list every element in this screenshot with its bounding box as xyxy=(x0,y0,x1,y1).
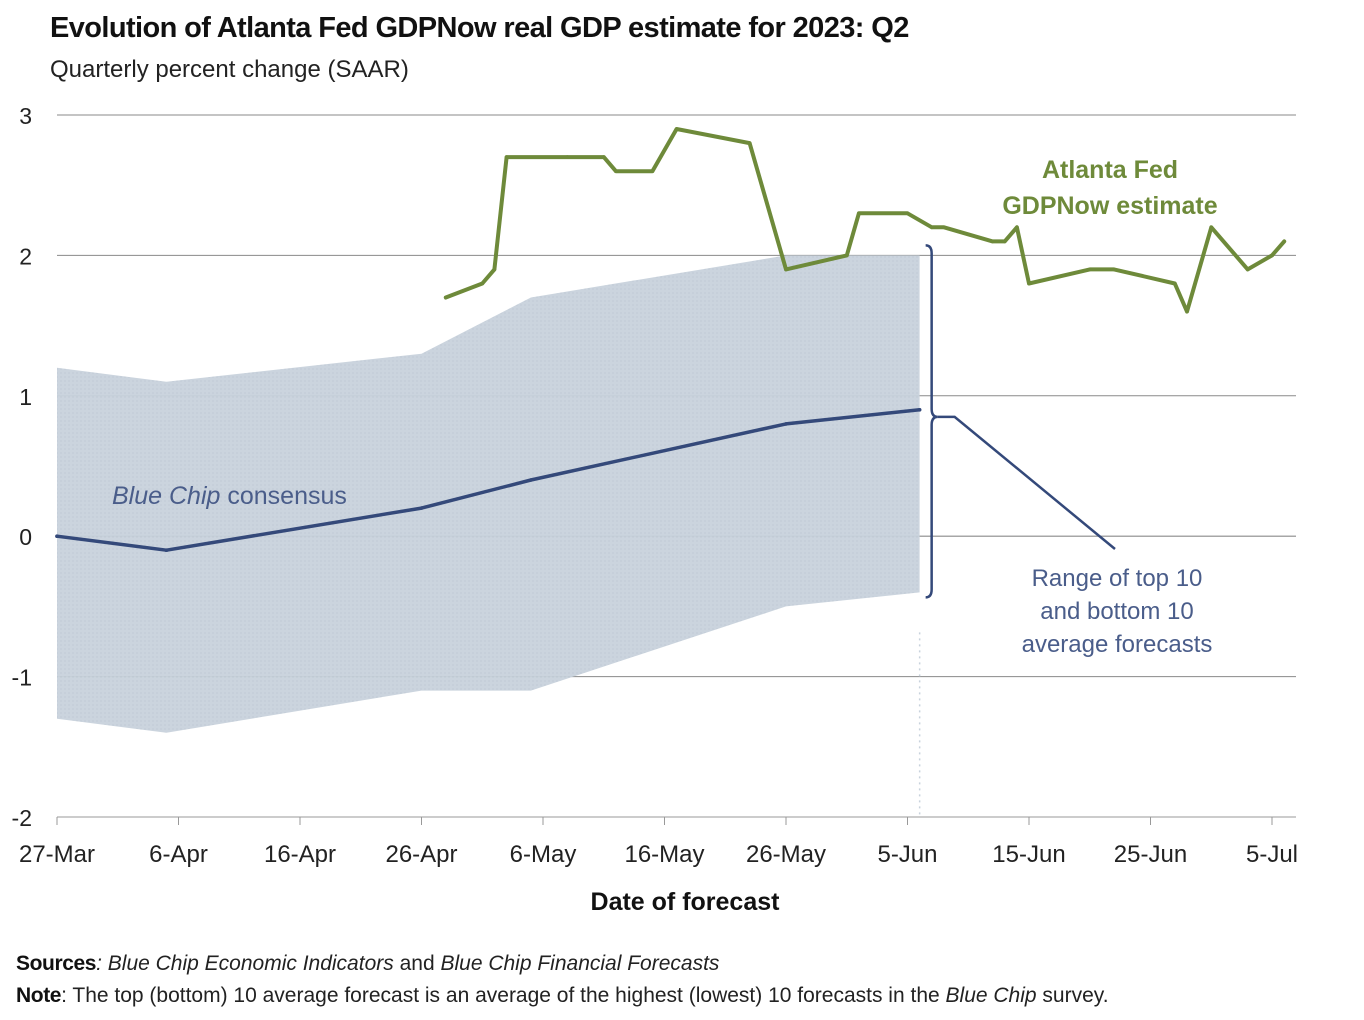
sources-label: Sources xyxy=(16,952,97,975)
y-tick-label: 1 xyxy=(19,384,32,410)
note-text-1: : The top (bottom) 10 average forecast i… xyxy=(61,984,946,1007)
gdpnow-line xyxy=(443,127,1287,314)
range-band-label: and bottom 10 xyxy=(1040,598,1193,625)
sources-connector: and xyxy=(393,952,441,975)
gdpnow-point xyxy=(1112,267,1116,272)
gdpnow-point xyxy=(1015,225,1019,230)
x-tick-label: 27-Mar xyxy=(19,841,95,868)
gdpnow-point xyxy=(480,281,485,286)
bluechip-line xyxy=(55,408,922,552)
gdpnow-point xyxy=(1173,281,1177,286)
gdpnow-point xyxy=(492,267,497,272)
range-band-label: average forecasts xyxy=(1022,631,1213,658)
x-tick-label: 15-Jun xyxy=(992,841,1065,868)
x-tick-label: 6-Apr xyxy=(149,841,208,868)
gdpnow-series-label: Atlanta Fed xyxy=(1042,156,1178,184)
x-tick-label: 16-May xyxy=(624,841,704,868)
range-leader-line xyxy=(937,415,1116,550)
x-tick-label: 5-Jul xyxy=(1246,841,1298,868)
gdpnow-point xyxy=(1185,309,1189,314)
x-tick-label: 26-Apr xyxy=(385,841,457,868)
y-tick-label: 2 xyxy=(19,243,32,269)
chart-subtitle: Quarterly percent change (SAAR) xyxy=(50,56,409,83)
range-band xyxy=(57,255,920,733)
gdpnow-point xyxy=(990,239,995,244)
y-tick-label: 0 xyxy=(19,524,32,550)
methodology-note: Note: The top (bottom) 10 average foreca… xyxy=(16,980,1109,1012)
gdpnow-point xyxy=(942,225,946,230)
bluechip-point xyxy=(917,408,922,412)
gdpnow-point xyxy=(504,155,509,159)
gdpnow-point xyxy=(650,169,655,173)
gdpnow-point xyxy=(674,127,679,131)
x-tick-label: 6-May xyxy=(510,841,577,868)
x-tick-label: 16-Apr xyxy=(264,841,336,868)
y-tick-label: -1 xyxy=(12,665,32,691)
gdpnow-point xyxy=(905,211,910,216)
x-tick-label: 26-May xyxy=(746,841,826,868)
y-tick-label: -2 xyxy=(12,805,32,831)
bluechip-point xyxy=(419,506,424,510)
note-italic: Blue Chip xyxy=(945,984,1037,1007)
gdpnow-series-label: GDPNow estimate xyxy=(1002,192,1217,220)
gdpnow-point xyxy=(565,155,570,159)
gdpnow-point xyxy=(845,253,849,258)
gdpnow-point xyxy=(1027,281,1031,286)
x-tick-label: 5-Jun xyxy=(877,841,937,868)
bluechip-label-italic: Blue Chip xyxy=(112,482,220,510)
gdpnow-point xyxy=(444,295,448,300)
gdpnow-point xyxy=(1282,239,1286,244)
gdpnow-point xyxy=(614,169,618,173)
range-band-label: Range of top 10 xyxy=(1032,565,1203,592)
footnotes: Sources: Blue Chip Economic Indicators a… xyxy=(16,948,1109,1012)
gdpnow-point xyxy=(784,267,788,272)
sources-publication-1: Blue Chip Economic Indicators xyxy=(107,952,394,975)
note-text-2: survey. xyxy=(1036,984,1109,1007)
gdpnow-point xyxy=(747,141,752,145)
x-tick-label: 25-Jun xyxy=(1114,841,1187,868)
note-label: Note xyxy=(16,984,62,1007)
bluechip-point xyxy=(55,534,59,538)
sources-note: Sources: Blue Chip Economic Indicators a… xyxy=(16,952,720,975)
sources-publication-2: Blue Chip Financial Forecasts xyxy=(440,952,720,975)
gdpnow-point xyxy=(1245,267,1250,272)
chart-title: Evolution of Atlanta Fed GDPNow real GDP… xyxy=(50,12,909,44)
x-axis-label: Date of forecast xyxy=(591,888,781,916)
gdpnow-point xyxy=(1209,225,1214,230)
gdpnow-point xyxy=(1270,253,1274,258)
gdpnow-point xyxy=(1088,267,1092,272)
bluechip-point xyxy=(164,548,169,552)
bluechip-point xyxy=(529,478,533,482)
gdpnow-point xyxy=(602,155,606,159)
gdpnow-point xyxy=(857,211,861,216)
chart-area: Atlanta Fed GDPNow estimate Blue Chip cons… xyxy=(12,103,1298,916)
y-tick-label: 3 xyxy=(19,103,32,129)
bluechip-point xyxy=(784,422,788,426)
bluechip-label-rest: consensus xyxy=(220,482,346,510)
gdpnow-point xyxy=(930,225,934,230)
range-bracket xyxy=(925,244,938,599)
bluechip-series-label: Blue Chip consensus xyxy=(112,482,347,510)
gdpnow-point xyxy=(1002,239,1007,244)
